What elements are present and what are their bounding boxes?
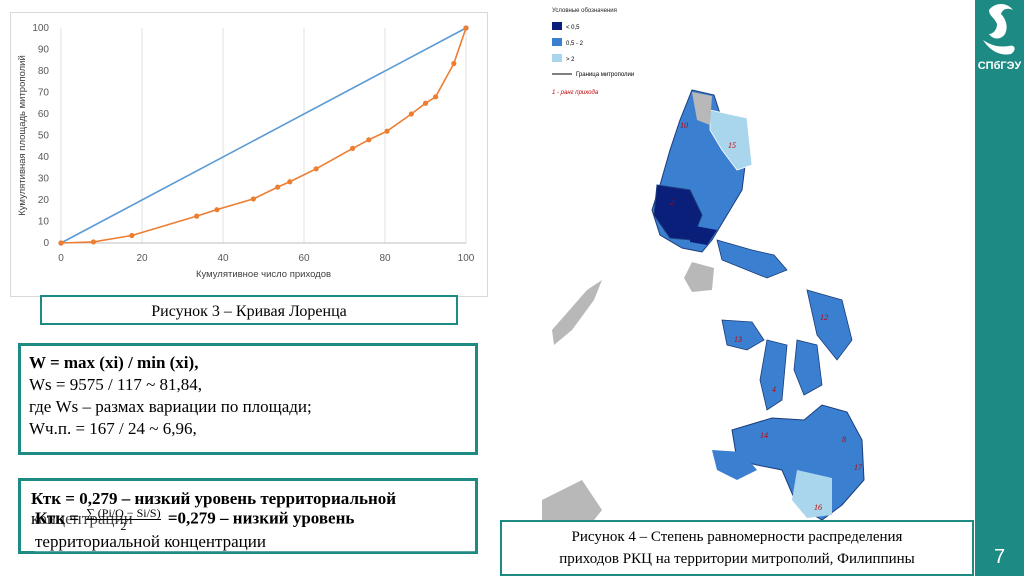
- rank-label-10: 10: [680, 121, 688, 130]
- y-tick-label: 40: [38, 152, 50, 163]
- y-tick-label: 0: [43, 238, 49, 249]
- rank-label-15: 15: [728, 141, 736, 150]
- map-legend: Условные обозначения < 0,5 0,5 - 2 > 2 Г…: [552, 8, 634, 96]
- y-tick-label: 60: [38, 109, 50, 120]
- logo-text: СПбГЭУ: [977, 60, 1022, 72]
- philippines-map: Условные обозначения < 0,5 0,5 - 2 > 2 Г…: [542, 8, 865, 565]
- lorenz-point: [129, 232, 135, 239]
- y-tick-label: 90: [38, 45, 50, 56]
- legend-label-low: < 0,5: [566, 25, 580, 31]
- formula-line-1: W = max (xi) / min (xi),: [29, 353, 199, 372]
- legend-swatch-low: [552, 22, 562, 30]
- lorenz-point: [384, 128, 390, 134]
- lorenz-point: [433, 94, 439, 100]
- rank-label-4: 4: [772, 385, 776, 394]
- lorenz-point: [214, 207, 220, 213]
- lorenz-point: [90, 239, 96, 245]
- formula-front-suffix: =0,279 – низкий уровень: [163, 508, 355, 528]
- formula-box-range: W = max (xi) / min (xi), Ws = 9575 / 117…: [18, 343, 478, 455]
- griffin-logo-icon: [983, 4, 1015, 55]
- legend-label-mid: 0,5 - 2: [566, 41, 584, 47]
- x-tick-label: 60: [298, 253, 310, 264]
- formula-back-line-2: концентрации: [31, 509, 133, 528]
- lorenz-point: [366, 137, 372, 143]
- legend-swatch-mid: [552, 38, 562, 46]
- formula-fraction: ∑ (Pi/O − Si/S) 2: [86, 506, 161, 533]
- y-tick-label: 30: [38, 174, 50, 185]
- x-axis-title: Кумулятивное число приходов: [196, 269, 331, 280]
- y-tick-label: 70: [38, 88, 50, 99]
- x-tick-label: 0: [58, 253, 64, 264]
- formula-front-line-2: территориальной концентрации: [35, 532, 266, 551]
- rank-label-16: 16: [814, 503, 822, 512]
- rank-label-17: 17: [854, 463, 863, 472]
- lorenz-point: [408, 111, 414, 117]
- lorenz-point: [422, 100, 429, 106]
- legend-label-high: > 2: [566, 57, 575, 63]
- lorenz-point: [313, 166, 319, 172]
- lorenz-chart-svg: 0 20 40 60 80 100 0 10 20 30 40 50 60 70 80 90 100 Кумуля…: [17, 23, 475, 280]
- rank-label-8: 8: [842, 435, 846, 444]
- lorenz-point: [275, 184, 281, 190]
- lorenz-chart: 0 20 40 60 80 100 0 10 20 30 40 50 60 70 80 90 100 Кумуля…: [10, 12, 488, 297]
- lorenz-point: [451, 60, 457, 67]
- y-axis-title: Кумулятивная площадь митрополий: [17, 55, 28, 216]
- legend-label-boundary: Граница митрополии: [576, 72, 634, 78]
- y-tick-label: 80: [38, 66, 50, 77]
- x-tick-label: 20: [136, 253, 148, 264]
- formula-line-3: где Ws – размах вариации по площади;: [29, 397, 312, 416]
- formula-line-4: Wч.п. = 167 / 24 ~ 6,96,: [29, 419, 197, 438]
- lorenz-point: [250, 196, 256, 202]
- lorenz-point: [194, 213, 200, 219]
- formula-box-concentration: Ктк = 0,279 – низкий уровень территориал…: [18, 478, 478, 554]
- y-tick-label: 10: [38, 217, 50, 228]
- y-tick-label: 50: [38, 131, 50, 142]
- figure-4-caption: Рисунок 4 – Степень равномерности распре…: [500, 520, 974, 576]
- formula-numerator: ∑ (Pi/O − Si/S): [86, 506, 161, 520]
- rank-label-13: 13: [734, 335, 742, 344]
- formula-line-2: Ws = 9575 / 117 ~ 81,84,: [29, 375, 203, 394]
- lorenz-point: [287, 179, 293, 185]
- y-tick-label: 100: [32, 23, 49, 34]
- lorenz-point: [58, 240, 64, 246]
- equality-line: [60, 27, 467, 244]
- rank-label-14: 14: [760, 431, 768, 440]
- x-tick-label: 40: [217, 253, 229, 264]
- legend-swatch-high: [552, 54, 562, 62]
- x-tick-label: 100: [458, 253, 475, 264]
- lorenz-point: [350, 145, 356, 151]
- formula-denominator: 2: [120, 519, 127, 533]
- legend-title: Условные обозначения: [552, 8, 617, 14]
- figure-3-caption: Рисунок 3 – Кривая Лоренца: [40, 295, 458, 325]
- figure-4-caption-line-1: Рисунок 4 – Степень равномерности распре…: [571, 529, 903, 545]
- y-tick-label: 20: [38, 195, 50, 206]
- figure-4-caption-line-2: приходов РКЦ на территории митрополий, Ф…: [559, 551, 915, 567]
- formula-front-text: Ктк = ∑ (Pi/O − Si/S) 2 =0,279 – низкий у…: [35, 507, 475, 552]
- formula-back-line-1: Ктк = 0,279 – низкий уровень территориал…: [31, 489, 397, 508]
- rank-label-2: 2: [670, 198, 674, 207]
- page-number: 7: [993, 546, 1006, 568]
- right-sidebar: [975, 0, 1024, 576]
- x-tick-label: 80: [379, 253, 391, 264]
- rank-label-12: 12: [820, 313, 828, 322]
- lorenz-point: [463, 25, 469, 31]
- legend-label-rank: 1 - ранг прихода: [552, 90, 599, 96]
- formula-back-text: Ктк = 0,279 – низкий уровень территориал…: [31, 489, 471, 529]
- formula-front-prefix: Ктк =: [35, 508, 84, 528]
